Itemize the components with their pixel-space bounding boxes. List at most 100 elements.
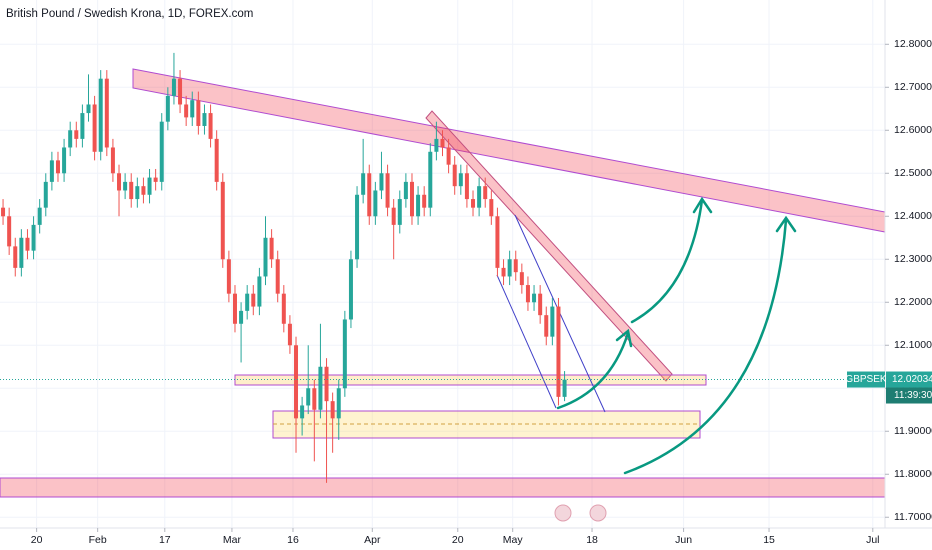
candle-body xyxy=(397,199,402,225)
candle-body xyxy=(538,293,543,316)
x-tick-label: Feb xyxy=(89,534,107,546)
candle-body xyxy=(281,293,286,324)
candle-body xyxy=(80,113,85,139)
candle-body xyxy=(31,224,36,251)
x-tick-label: Jul xyxy=(866,534,879,546)
candle-body xyxy=(239,310,244,324)
x-tick-label: 20 xyxy=(452,534,464,546)
candle-body xyxy=(464,173,469,200)
candle-body xyxy=(501,267,506,277)
candle-body xyxy=(196,100,201,126)
candle-body xyxy=(202,113,207,126)
candle-body xyxy=(135,186,140,200)
projection-arrow xyxy=(556,331,630,410)
y-tick-label: 11.70000 xyxy=(894,511,932,523)
candle-body xyxy=(171,78,176,96)
candle-body xyxy=(25,237,30,251)
candle-body xyxy=(245,293,250,311)
candle-body xyxy=(507,259,512,277)
drawings xyxy=(0,68,886,498)
candle-body xyxy=(452,164,457,187)
arrow-head xyxy=(692,196,713,214)
event-icon[interactable] xyxy=(589,504,607,522)
x-tick-label: Apr xyxy=(364,534,381,546)
x-tick-label: 20 xyxy=(31,534,43,546)
x-tick-label: 18 xyxy=(586,534,598,546)
candle-body xyxy=(104,78,109,148)
candle-body xyxy=(208,113,213,139)
candle-body xyxy=(379,173,384,191)
candle-body xyxy=(141,186,146,195)
candle-body xyxy=(556,306,561,397)
candle-body xyxy=(220,181,225,260)
candle-body xyxy=(129,181,134,200)
y-tick-label: 12.50000 xyxy=(894,167,932,179)
candles xyxy=(1,52,567,483)
y-tick-label: 12.60000 xyxy=(894,124,932,136)
pivot-zone xyxy=(234,374,707,386)
candle-body xyxy=(86,104,91,114)
candle-body xyxy=(13,246,18,268)
candle-body xyxy=(355,194,360,260)
candle-body xyxy=(483,186,488,200)
event-icons xyxy=(554,504,607,522)
candle-body xyxy=(37,207,42,225)
event-icon[interactable] xyxy=(554,504,572,522)
symbol-tag xyxy=(847,371,885,388)
channel-line xyxy=(496,274,557,409)
support-band xyxy=(0,477,886,498)
x-tick-label: 16 xyxy=(287,534,299,546)
countdown-box xyxy=(886,387,932,404)
y-tick-label: 12.70000 xyxy=(894,81,932,93)
candle-body xyxy=(458,173,463,187)
candle-body xyxy=(477,186,482,208)
y-tick-label: 12.80000 xyxy=(894,38,932,50)
candle-body xyxy=(471,199,476,208)
candle-body xyxy=(495,216,500,268)
candle-body xyxy=(391,207,396,225)
candle-body xyxy=(153,177,158,182)
candle-body xyxy=(489,199,494,217)
candle-body xyxy=(403,181,408,200)
candle-body xyxy=(348,259,353,320)
candle-body xyxy=(287,323,292,346)
candle-body xyxy=(385,173,390,208)
arrow-head xyxy=(775,215,797,233)
projection-arrow xyxy=(623,218,788,475)
countdown-label: 11:39:30 xyxy=(894,390,932,401)
candle-body xyxy=(440,138,445,148)
candle-body xyxy=(532,293,537,303)
candle-body xyxy=(306,388,311,406)
candle-body xyxy=(367,173,372,217)
candle-body xyxy=(416,194,421,217)
candle-body xyxy=(300,405,305,419)
candle-body xyxy=(147,177,152,195)
x-tick-label: Jun xyxy=(675,534,692,546)
candle-body xyxy=(251,293,256,307)
candle-body xyxy=(550,306,555,337)
chart-title: British Pound / Swedish Krona, 1D, FOREX… xyxy=(6,8,253,20)
symbol-label: GBPSEK xyxy=(845,374,886,385)
candle-body xyxy=(446,147,451,165)
candle-body xyxy=(214,138,219,182)
candle-body xyxy=(324,366,329,402)
candle-body xyxy=(544,315,549,337)
candle-body xyxy=(336,388,341,419)
candle-body xyxy=(519,272,524,286)
candle-body xyxy=(318,366,323,410)
x-tick-label: 15 xyxy=(763,534,775,546)
candle-body xyxy=(257,276,262,307)
price-tag: GBPSEK 12.02034 11:39:30 xyxy=(0,371,932,404)
candle-body xyxy=(43,181,48,208)
candle-body xyxy=(513,259,518,273)
candle-body xyxy=(294,345,299,419)
candle-body xyxy=(525,285,530,303)
candle-body xyxy=(55,160,60,174)
arrows xyxy=(556,196,797,475)
candle-body xyxy=(98,78,103,152)
candle-body xyxy=(7,216,12,247)
candle-body xyxy=(434,138,439,152)
y-tick-label: 12.30000 xyxy=(894,253,932,265)
